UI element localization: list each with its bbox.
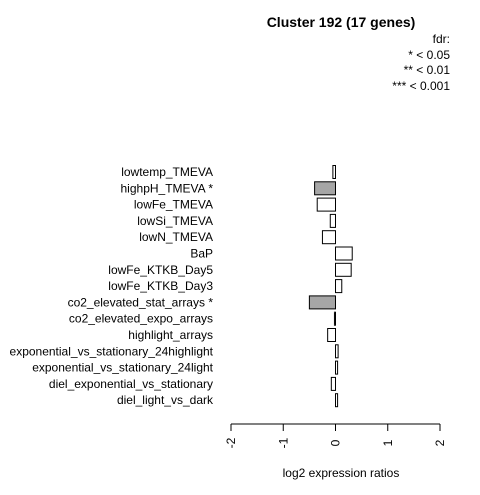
category-label: highlight_arrays [128,328,213,342]
bar [335,393,339,408]
category-label: diel_light_vs_dark [117,393,214,407]
bar [314,181,337,196]
category-label: lowtemp_TMEVA [121,165,213,179]
x-tick-label: -1 [276,437,290,448]
bar [316,197,336,212]
bar [335,279,343,294]
category-label: lowN_TMEVA [139,230,213,244]
category-labels: lowtemp_TMEVA highpH_TMEVA * lowFe_TMEVAlo… [10,165,214,407]
category-label: lowSi_TMEVA [137,214,213,228]
x-axis: -2 -1 0 1 2 [224,423,447,448]
legend: fdr: * < 0.05 ** < 0.01 *** < 0.001 [392,32,450,93]
legend-title: fdr: [433,32,450,46]
x-tick-label: 1 [381,439,395,446]
bar [335,360,339,375]
category-label: co2_elevated_expo_arrays [69,312,213,326]
bar [330,376,337,391]
bar [332,165,337,179]
x-ticks: -2 -1 0 1 2 [224,424,447,448]
bar [329,213,336,228]
bars-group [308,165,353,408]
x-axis-label: log2 expression ratios [283,466,400,480]
bar [333,311,336,326]
category-label: highpH_TMEVA * [121,181,214,195]
legend-entry-1: * < 0.05 [408,48,450,62]
x-tick-label: -2 [224,437,238,448]
bar [308,295,336,310]
category-label: lowFe_KTKB_Day5 [108,263,213,277]
category-label: BaP [190,247,213,261]
legend-entry-3: *** < 0.001 [392,79,450,93]
legend-entry-2: ** < 0.01 [404,63,451,77]
bar [335,246,353,261]
category-label: exponential_vs_stationary_24light [32,361,213,375]
category-label: lowFe_KTKB_Day3 [108,279,213,293]
bar [335,262,352,277]
category-label: exponential_vs_stationary_24highlight [10,344,214,358]
category-label: diel_exponential_vs_stationary [49,377,213,391]
category-label: co2_elevated_stat_arrays * [68,295,214,309]
chart-title: Cluster 192 (17 genes) [267,14,416,30]
bar [327,328,337,342]
category-label: lowFe_TMEVA [134,198,213,212]
bar [335,344,339,359]
x-tick-label: 2 [433,439,447,446]
bar [321,230,336,245]
x-tick-label: 0 [329,439,343,446]
